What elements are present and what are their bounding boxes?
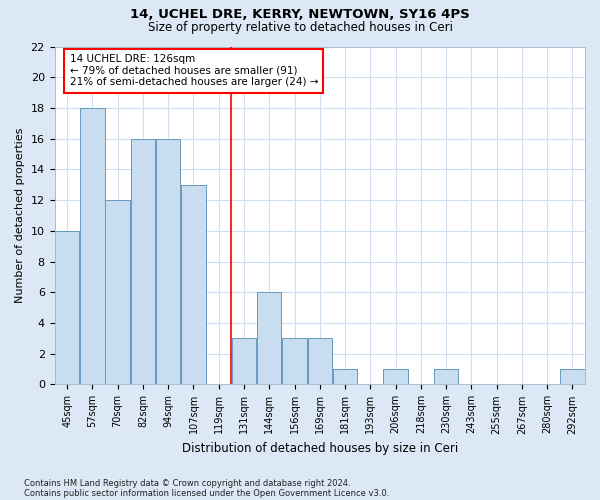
Bar bbox=[282, 338, 307, 384]
Text: Size of property relative to detached houses in Ceri: Size of property relative to detached ho… bbox=[148, 21, 452, 34]
Bar bbox=[308, 338, 332, 384]
Bar bbox=[55, 231, 79, 384]
Bar bbox=[80, 108, 104, 384]
Bar bbox=[156, 138, 181, 384]
Bar bbox=[257, 292, 281, 384]
Bar bbox=[131, 138, 155, 384]
Text: 14 UCHEL DRE: 126sqm
← 79% of detached houses are smaller (91)
21% of semi-detac: 14 UCHEL DRE: 126sqm ← 79% of detached h… bbox=[70, 54, 318, 88]
Bar bbox=[106, 200, 130, 384]
X-axis label: Distribution of detached houses by size in Ceri: Distribution of detached houses by size … bbox=[182, 442, 458, 455]
Bar bbox=[383, 369, 408, 384]
Bar bbox=[333, 369, 357, 384]
Text: Contains HM Land Registry data © Crown copyright and database right 2024.: Contains HM Land Registry data © Crown c… bbox=[24, 478, 350, 488]
Bar bbox=[181, 184, 206, 384]
Text: Contains public sector information licensed under the Open Government Licence v3: Contains public sector information licen… bbox=[24, 488, 389, 498]
Bar bbox=[232, 338, 256, 384]
Bar bbox=[560, 369, 584, 384]
Bar bbox=[434, 369, 458, 384]
Text: 14, UCHEL DRE, KERRY, NEWTOWN, SY16 4PS: 14, UCHEL DRE, KERRY, NEWTOWN, SY16 4PS bbox=[130, 8, 470, 20]
Y-axis label: Number of detached properties: Number of detached properties bbox=[15, 128, 25, 303]
